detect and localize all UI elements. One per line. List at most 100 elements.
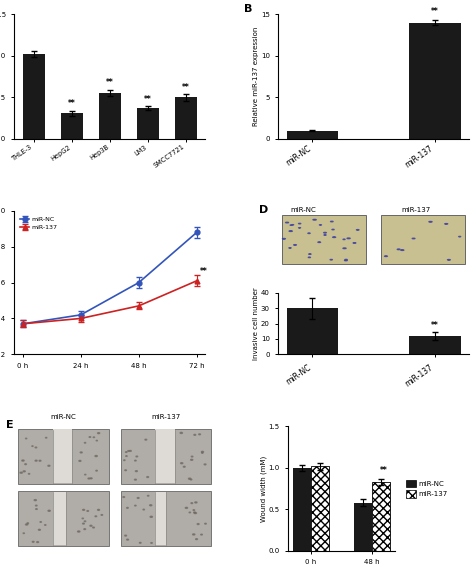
- Y-axis label: Invasive cell number: Invasive cell number: [253, 287, 259, 360]
- Ellipse shape: [25, 464, 27, 465]
- Ellipse shape: [147, 477, 148, 478]
- Bar: [372, 482, 390, 551]
- Bar: [53, 492, 66, 545]
- Bar: [409, 336, 461, 354]
- Ellipse shape: [46, 437, 47, 438]
- Text: E: E: [6, 420, 14, 430]
- Ellipse shape: [313, 219, 316, 220]
- Text: **: **: [200, 268, 207, 276]
- Ellipse shape: [90, 525, 92, 526]
- Ellipse shape: [48, 465, 50, 466]
- Ellipse shape: [139, 542, 141, 543]
- Ellipse shape: [88, 478, 90, 479]
- Ellipse shape: [98, 509, 100, 510]
- Text: D: D: [259, 205, 268, 215]
- Bar: [287, 131, 338, 139]
- Ellipse shape: [128, 450, 129, 452]
- Ellipse shape: [143, 509, 145, 510]
- Ellipse shape: [35, 460, 37, 461]
- Ellipse shape: [135, 460, 136, 461]
- Ellipse shape: [82, 523, 84, 524]
- Text: miR-137: miR-137: [401, 207, 430, 212]
- Text: **: **: [106, 78, 114, 87]
- Ellipse shape: [145, 439, 147, 440]
- Ellipse shape: [194, 512, 195, 513]
- Ellipse shape: [199, 434, 201, 435]
- Text: miR-NC: miR-NC: [290, 207, 316, 212]
- Bar: [354, 503, 372, 551]
- Text: **: **: [144, 95, 152, 104]
- Text: B: B: [244, 4, 252, 14]
- Bar: [61, 113, 83, 139]
- Ellipse shape: [185, 507, 188, 508]
- Ellipse shape: [150, 505, 152, 506]
- Ellipse shape: [191, 479, 192, 480]
- Bar: [282, 215, 366, 264]
- Ellipse shape: [96, 440, 97, 441]
- Bar: [409, 23, 461, 139]
- Text: miR-137: miR-137: [151, 414, 181, 420]
- Bar: [381, 215, 465, 264]
- Ellipse shape: [124, 460, 125, 461]
- Ellipse shape: [92, 527, 94, 528]
- Ellipse shape: [191, 456, 193, 457]
- Ellipse shape: [20, 472, 22, 473]
- Ellipse shape: [26, 438, 27, 439]
- Ellipse shape: [147, 495, 149, 496]
- Ellipse shape: [191, 503, 192, 504]
- Ellipse shape: [192, 534, 195, 535]
- Text: **: **: [380, 466, 388, 475]
- Bar: [175, 97, 197, 139]
- Y-axis label: Relative miR-137 expression: Relative miR-137 expression: [253, 27, 259, 126]
- Ellipse shape: [189, 512, 191, 513]
- Ellipse shape: [40, 521, 41, 523]
- Bar: [292, 468, 311, 551]
- Text: **: **: [431, 7, 439, 16]
- Ellipse shape: [136, 456, 137, 457]
- Text: **: **: [182, 82, 190, 91]
- Ellipse shape: [22, 460, 24, 461]
- Bar: [155, 429, 175, 483]
- Ellipse shape: [194, 512, 197, 513]
- Ellipse shape: [126, 452, 127, 453]
- Ellipse shape: [126, 456, 127, 457]
- Ellipse shape: [26, 524, 28, 525]
- Ellipse shape: [204, 464, 206, 465]
- Legend: miR-NC, miR-137: miR-NC, miR-137: [406, 479, 448, 498]
- Ellipse shape: [347, 238, 350, 239]
- Ellipse shape: [48, 510, 50, 511]
- Ellipse shape: [150, 516, 153, 517]
- Ellipse shape: [127, 507, 128, 508]
- Ellipse shape: [196, 538, 198, 540]
- Ellipse shape: [96, 470, 97, 471]
- Ellipse shape: [85, 474, 86, 475]
- Ellipse shape: [180, 432, 182, 433]
- Ellipse shape: [201, 534, 202, 535]
- Bar: [23, 54, 45, 139]
- Bar: [18, 491, 109, 546]
- Legend: miR-NC, miR-137: miR-NC, miR-137: [18, 214, 60, 233]
- Bar: [137, 108, 159, 139]
- Ellipse shape: [183, 466, 185, 467]
- Bar: [311, 466, 329, 551]
- Ellipse shape: [39, 460, 41, 461]
- Ellipse shape: [90, 478, 92, 479]
- Text: **: **: [68, 99, 76, 108]
- Ellipse shape: [123, 496, 125, 498]
- Ellipse shape: [129, 450, 131, 452]
- Ellipse shape: [125, 535, 127, 536]
- Text: miR-NC: miR-NC: [51, 414, 76, 420]
- Ellipse shape: [80, 452, 82, 453]
- Bar: [155, 492, 166, 545]
- Ellipse shape: [36, 505, 37, 506]
- Ellipse shape: [78, 531, 80, 532]
- Ellipse shape: [127, 539, 128, 540]
- Ellipse shape: [125, 470, 127, 471]
- Text: **: **: [431, 321, 439, 330]
- Ellipse shape: [35, 447, 36, 448]
- Bar: [287, 308, 338, 354]
- Ellipse shape: [84, 442, 86, 443]
- Bar: [99, 93, 121, 139]
- Ellipse shape: [189, 478, 191, 479]
- Ellipse shape: [95, 456, 97, 457]
